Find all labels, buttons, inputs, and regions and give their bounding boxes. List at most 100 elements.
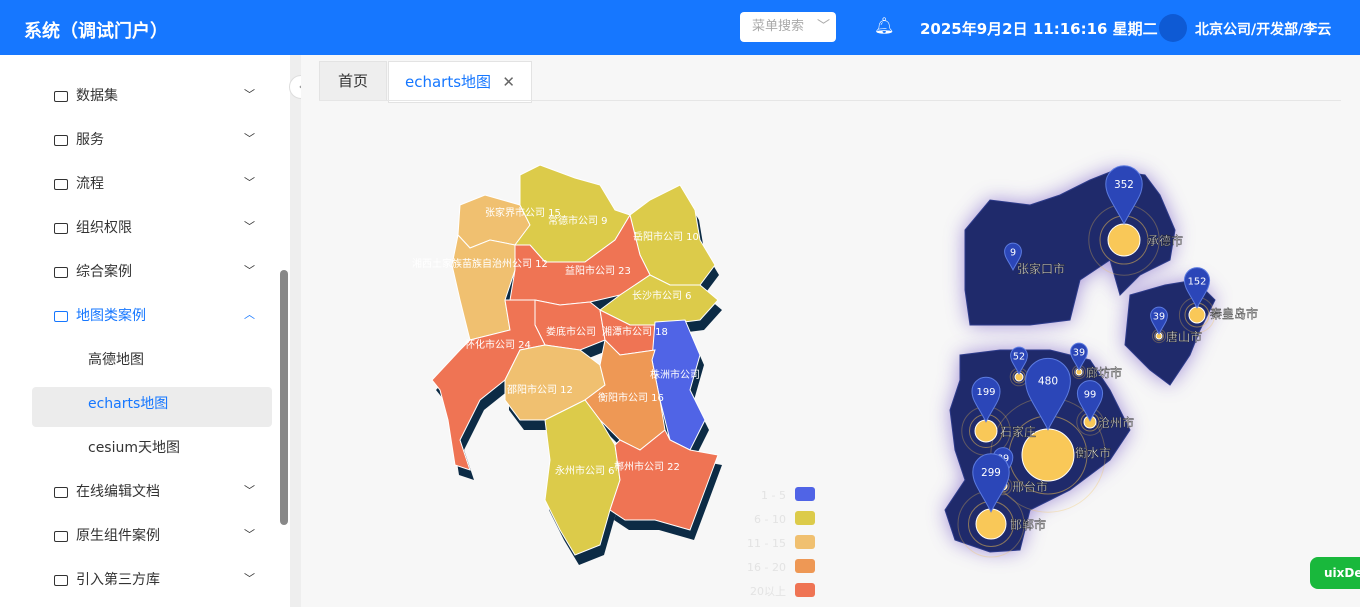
- submenu-item[interactable]: echarts地图: [88, 396, 169, 412]
- badge[interactable]: uixDev: [1310, 557, 1360, 589]
- region-label: 娄底市公司: [546, 325, 596, 338]
- hebei-map: 承德市352张家口市9秦皇岛市152唐山市39廊坊市39保定市52衡水市480石…: [944, 165, 1258, 558]
- region: [534, 299, 606, 351]
- folder-icon: [54, 223, 68, 234]
- folder-icon: [54, 487, 68, 498]
- region-label: 永州市公司 6: [555, 464, 615, 477]
- legend-swatch: [795, 583, 815, 597]
- bubble: [1188, 306, 1206, 324]
- city-label: 廊坊市: [1086, 365, 1122, 380]
- pin: [971, 376, 1001, 423]
- submenu-item[interactable]: 高德地图: [88, 352, 144, 368]
- chevron: ︿: [244, 308, 255, 321]
- pin: [1010, 346, 1028, 375]
- menu-item[interactable]: 流程: [76, 176, 104, 192]
- legend-swatch: [795, 559, 815, 573]
- chevron: ﹀: [244, 264, 255, 277]
- menu-item[interactable]: 地图类案例: [76, 308, 146, 324]
- tab-active[interactable]: echarts地图 ✕: [388, 61, 532, 103]
- pin-value: 39: [1153, 312, 1165, 323]
- sidebar: 数据集 ﹀ 服务 ﹀ 流程 ﹀ 组织权限 ﹀ 综合案例 ﹀ 地图类案例 ︿ 高德地图 echarts地图 c…: [0, 55, 290, 607]
- chevron: ﹀: [244, 528, 255, 541]
- bubble: [975, 508, 1007, 540]
- chevron: ﹀: [244, 484, 255, 497]
- bubble: [974, 419, 998, 443]
- region-label: 长沙市公司 6: [632, 289, 692, 302]
- search-placeholder: 菜单搜索: [752, 19, 805, 34]
- city-label: 衡水市: [1075, 445, 1111, 460]
- legend-label: 1 - 5: [761, 489, 786, 502]
- menu-item[interactable]: 在线编辑文档: [76, 484, 160, 500]
- folder-icon: [54, 311, 68, 322]
- folder-icon: [54, 91, 68, 102]
- chevron: ﹀: [244, 132, 255, 145]
- region-label: 张家界市公司 15: [485, 206, 561, 219]
- city-label: 石家庄: [1000, 424, 1036, 439]
- pin: [1150, 306, 1168, 335]
- tab[interactable]: 首页: [319, 61, 387, 101]
- menu-item[interactable]: 服务: [76, 132, 104, 148]
- pin: [1183, 267, 1211, 309]
- city-label: 张家口市: [1017, 261, 1065, 276]
- pin: [1076, 380, 1104, 422]
- menu-item[interactable]: 原生组件案例: [76, 528, 160, 544]
- legend-swatch: [795, 511, 815, 525]
- chevron: ﹀: [244, 88, 255, 101]
- region-label: 湘潭市公司 18: [602, 325, 668, 338]
- region-label: 益阳市公司 23: [565, 264, 631, 277]
- pin: [972, 453, 1010, 513]
- region-label: 湘西土家族苗族自治州公司 12: [412, 257, 548, 270]
- menu-item[interactable]: 组织权限: [76, 220, 132, 236]
- header: 系统（调试门户） 菜单搜索 ﹀ 🔔︎ 2025年9月2日 11:16:16 星期二…: [0, 0, 1360, 55]
- legend-swatch: [795, 535, 815, 549]
- region-label: 常德市公司 9: [548, 214, 608, 227]
- pin-value: 99: [1084, 389, 1097, 400]
- region: [609, 429, 719, 531]
- city-label: 邢台市: [1012, 479, 1048, 494]
- bell-icon[interactable]: 🔔︎: [874, 16, 895, 35]
- province-area: [1124, 279, 1216, 386]
- pin: [1105, 165, 1143, 225]
- scrollbar[interactable]: [280, 270, 288, 525]
- region-label: 岳阳市公司 10: [633, 230, 699, 243]
- menu-item[interactable]: 引入第三方库: [76, 572, 160, 588]
- city-label: 承德市: [1147, 233, 1183, 248]
- pin-value: 9: [1010, 248, 1016, 259]
- app-title: 系统（调试门户）: [24, 21, 168, 42]
- datetime: 2025年9月2日 11:16:16 星期二: [920, 20, 1158, 38]
- submenu-item[interactable]: cesium天地图: [88, 440, 181, 456]
- avatar[interactable]: [1159, 14, 1187, 42]
- chevron: ﹀: [244, 220, 255, 233]
- legend-label: 20以上: [750, 585, 786, 598]
- pin-value: 52: [1013, 352, 1025, 363]
- legend-label: 16 - 20: [747, 561, 786, 574]
- pin-value: 39: [1073, 348, 1085, 359]
- pin-value: 299: [981, 467, 1001, 479]
- menu-search[interactable]: 菜单搜索 ﹀: [740, 12, 836, 42]
- chevron: ﹀: [244, 572, 255, 585]
- bubble: [1107, 223, 1141, 257]
- tab-label: echarts地图: [405, 73, 492, 91]
- pin-value: 199: [976, 387, 995, 398]
- divider: [290, 55, 301, 607]
- region-label: 衡阳市公司 16: [598, 391, 664, 404]
- pin-value: 480: [1038, 376, 1058, 388]
- folder-icon: [54, 575, 68, 586]
- tab-line: [319, 100, 1341, 101]
- folder-icon: [54, 267, 68, 278]
- folder-icon: [54, 179, 68, 190]
- region-label: 邵阳市公司 12: [507, 383, 573, 396]
- pin: [1070, 342, 1088, 371]
- folder-icon: [54, 135, 68, 146]
- folder-icon: [54, 531, 68, 542]
- city-label: 秦皇岛市: [1210, 306, 1258, 321]
- menu-item[interactable]: 数据集: [76, 88, 118, 104]
- pin-value: 352: [1114, 179, 1134, 191]
- region-label: 株洲市公司: [650, 368, 700, 381]
- region-label: 怀化市公司 24: [465, 338, 531, 351]
- menu-item[interactable]: 综合案例: [76, 264, 132, 280]
- pin: [1025, 357, 1071, 431]
- user-name: 北京公司/开发部/李云: [1195, 22, 1332, 38]
